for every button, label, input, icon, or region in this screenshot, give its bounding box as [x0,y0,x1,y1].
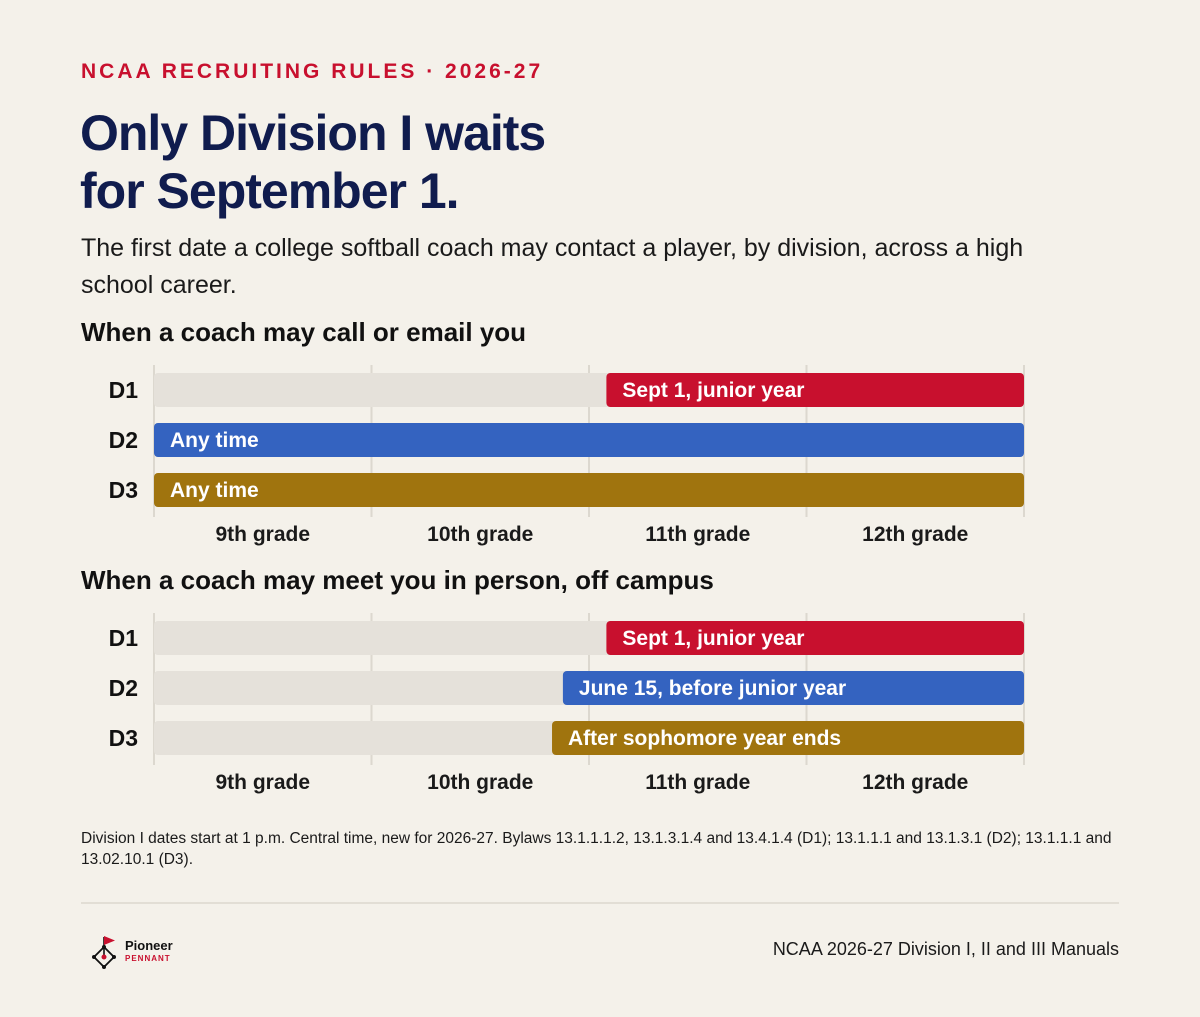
chart-in-person: D1 Sept 1, junior year D2 June 15, before j… [109,613,1025,794]
bar-d1 [606,373,1024,407]
row-label-d1: D1 [109,625,139,651]
kicker: NCAA RECRUITING RULES · 2026-27 [81,60,544,83]
chart-2-title: When a coach may meet you in person, off… [81,565,714,595]
bar-label: Any time [170,429,259,452]
source-credit: NCAA 2026-27 Division I, II and III Manu… [772,939,1119,959]
headline-line-2: for September 1. [80,163,460,219]
x-tick-label: 12th grade [862,523,968,546]
bar-label: Sept 1, junior year [622,379,804,402]
pennant-diamond-icon [92,936,116,969]
bar-d3 [154,473,1024,507]
x-tick-label: 11th grade [645,771,750,794]
footnote: Division I dates start at 1 p.m. Central… [81,830,1112,868]
logo-subtitle: PENNANT [125,954,171,963]
x-tick-label: 12th grade [862,771,968,794]
bar-label: After sophomore year ends [568,727,841,750]
bar-d2 [562,671,1024,705]
row-label-d1: D1 [109,377,139,403]
chart-call-email: D1 Sept 1, junior year D2 Any time D3 Any tim… [109,365,1025,546]
headline-line-1: Only Division I waits [80,105,546,161]
publisher-logo: Pioneer PENNANT [88,933,198,973]
chart-1-title: When a coach may call or email you [81,317,527,347]
row-label-d2: D2 [109,675,138,701]
bar-label: Any time [170,479,259,502]
bar-d1 [606,621,1024,655]
row-label-d3: D3 [109,477,138,503]
dek: The first date a college softball coach … [81,234,1024,299]
x-tick-label: 9th grade [215,771,310,794]
x-tick-label: 10th grade [427,523,533,546]
bar-d3 [552,721,1024,755]
headline: Only Division I waits for September 1. [80,104,780,220]
x-tick-label: 10th grade [427,771,533,794]
row-label-d2: D2 [109,427,138,453]
logo-name: Pioneer [125,938,173,953]
bar-label: June 15, before junior year [579,677,846,700]
bar-label: Sept 1, junior year [622,627,804,650]
row-label-d3: D3 [109,725,138,751]
bar-d2 [154,423,1024,457]
footer-divider [81,902,1119,904]
x-tick-label: 9th grade [215,523,310,546]
x-tick-label: 11th grade [645,523,750,546]
